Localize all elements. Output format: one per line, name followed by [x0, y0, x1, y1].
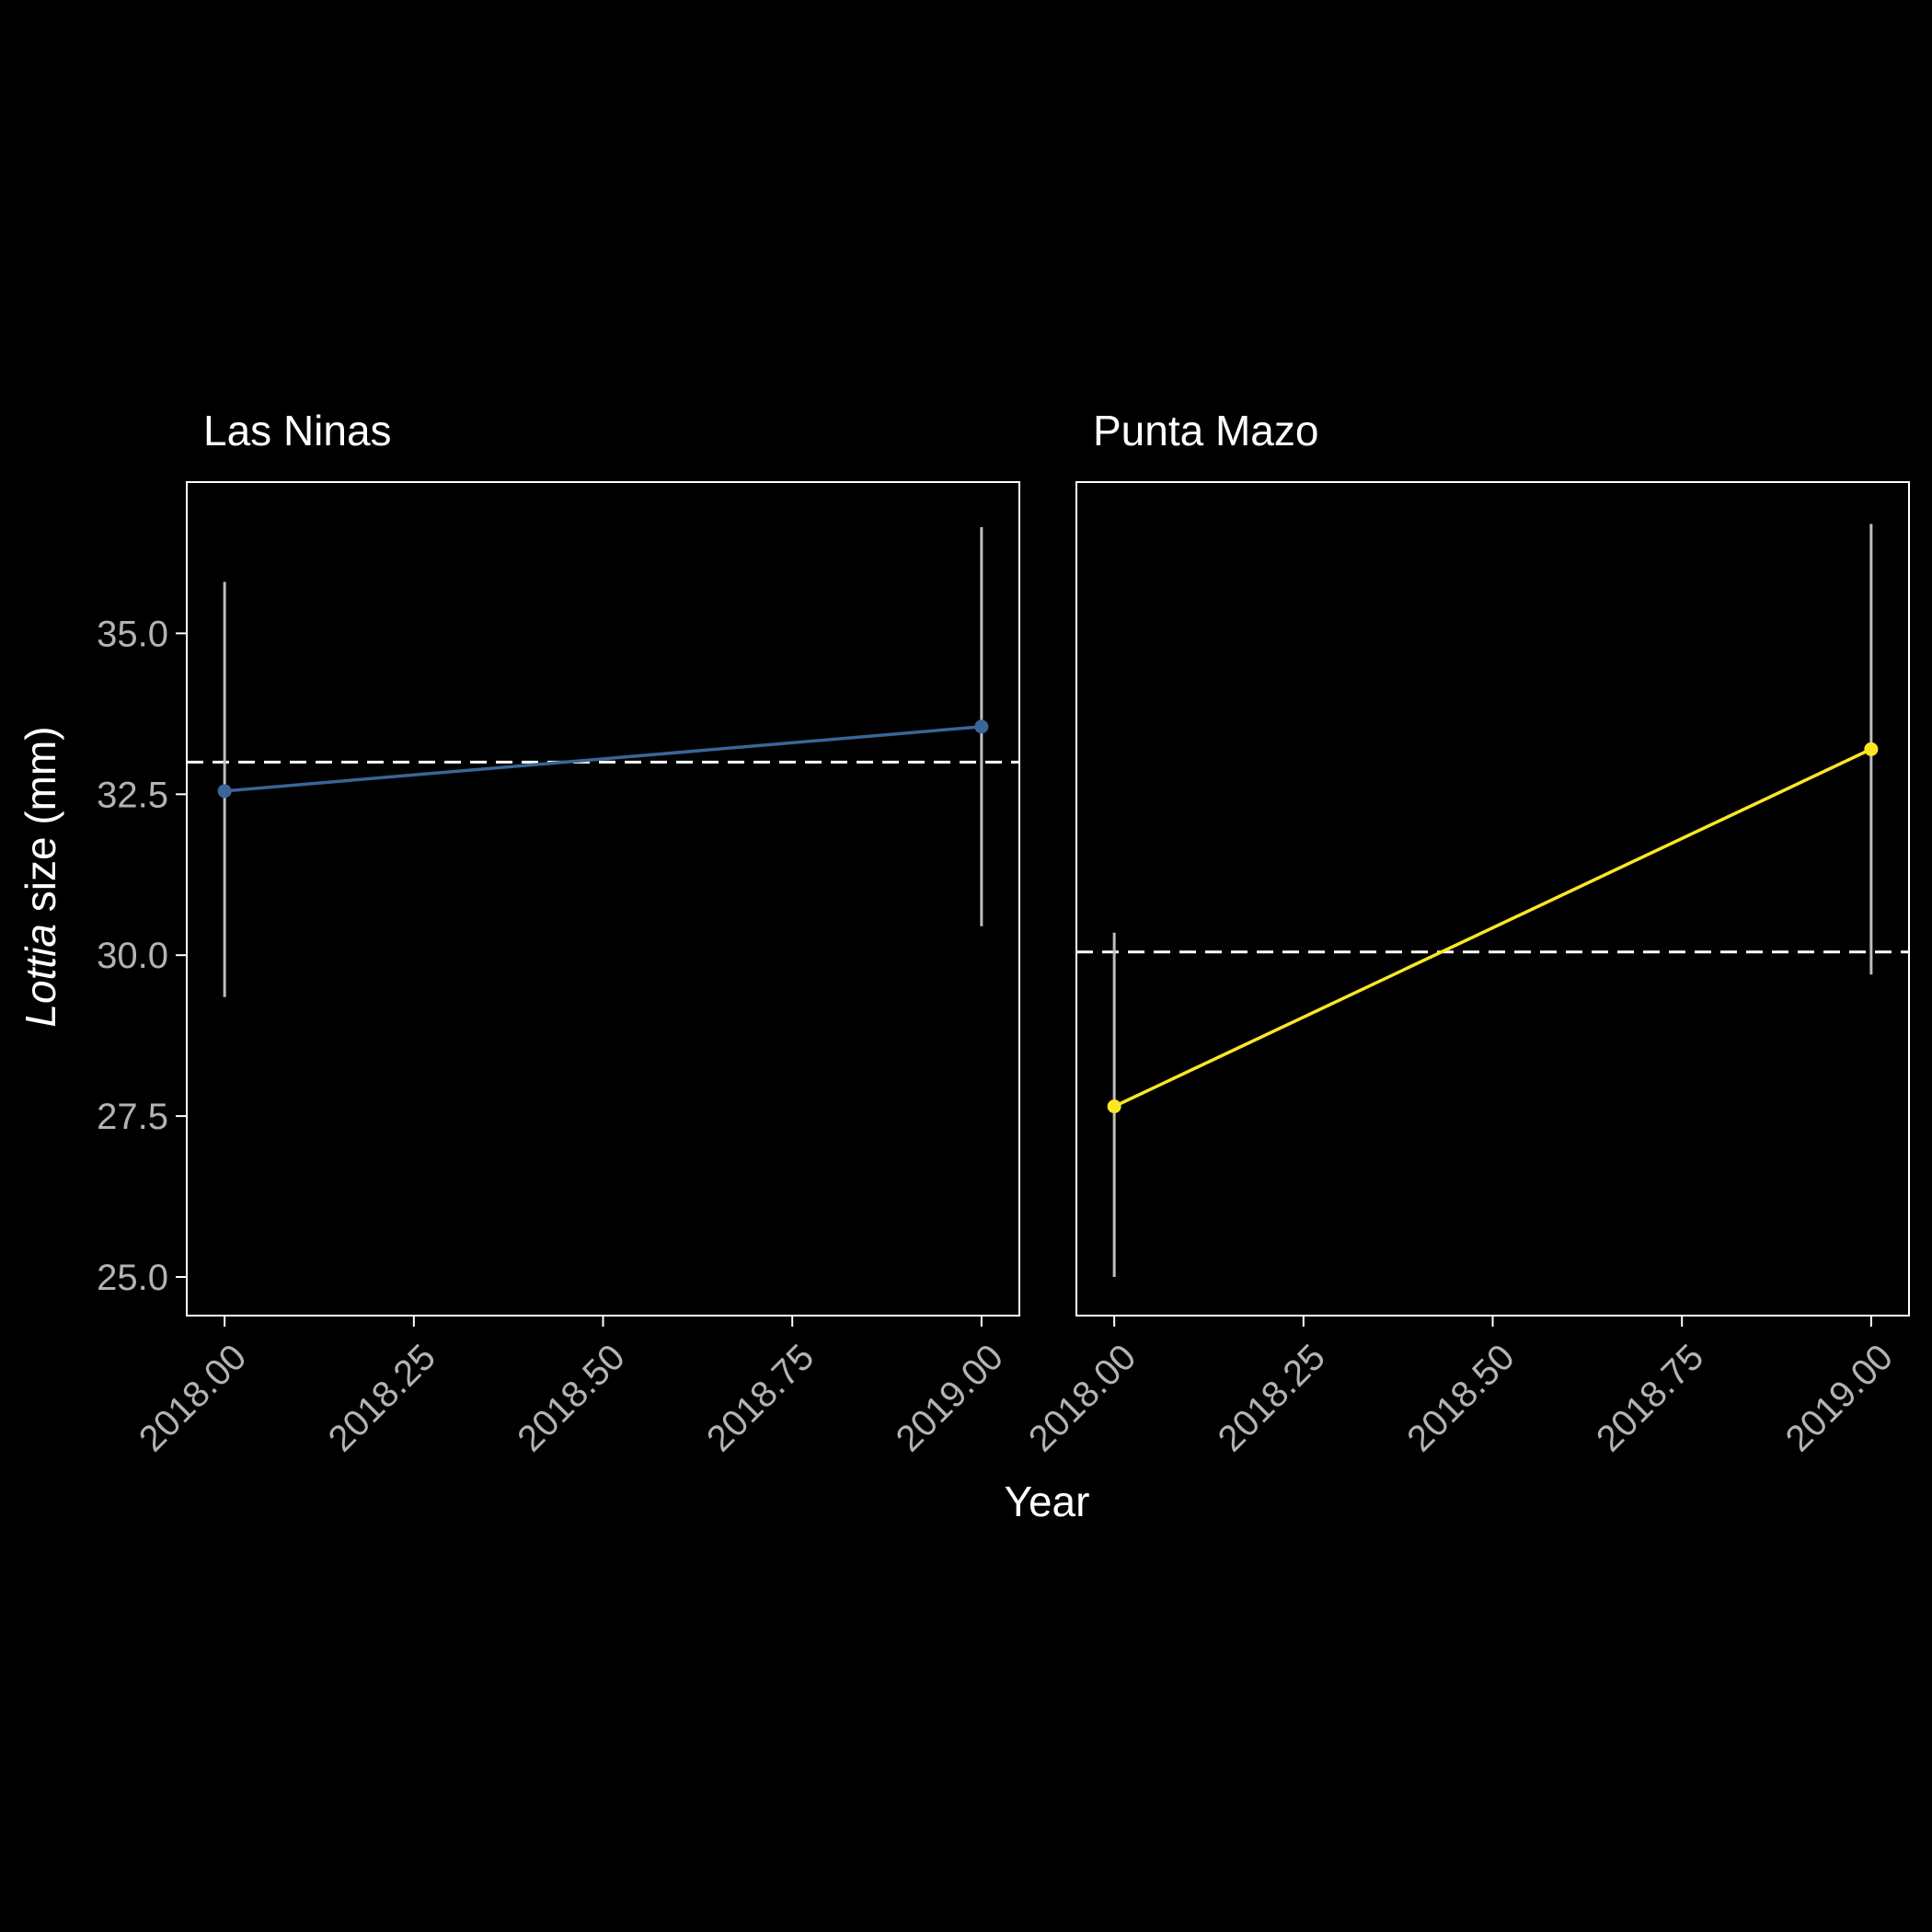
series-line	[1113, 747, 1872, 1109]
y-axis-title-italic: Lottia	[17, 924, 64, 1028]
y-axis-title: Lottia size (mm)	[17, 726, 64, 1027]
y-tick-label: 35.0	[97, 614, 168, 654]
y-tick-label: 32.5	[97, 775, 168, 815]
x-axis-title: Year	[1005, 1478, 1090, 1525]
series-line	[224, 725, 983, 793]
data-point	[1864, 742, 1879, 756]
data-point	[1107, 1099, 1121, 1114]
y-tick-label: 27.5	[97, 1097, 168, 1137]
data-point	[974, 719, 989, 734]
y-tick-label: 25.0	[97, 1258, 168, 1298]
panel-title: Las Ninas	[203, 407, 392, 454]
y-tick-label: 30.0	[97, 936, 168, 976]
data-point	[217, 784, 232, 799]
y-axis-title-rest: size (mm)	[17, 726, 64, 924]
y-axis: 25.0 27.5 30.0 32.5 35.0	[97, 614, 187, 1298]
panel-title: Punta Mazo	[1093, 407, 1318, 454]
